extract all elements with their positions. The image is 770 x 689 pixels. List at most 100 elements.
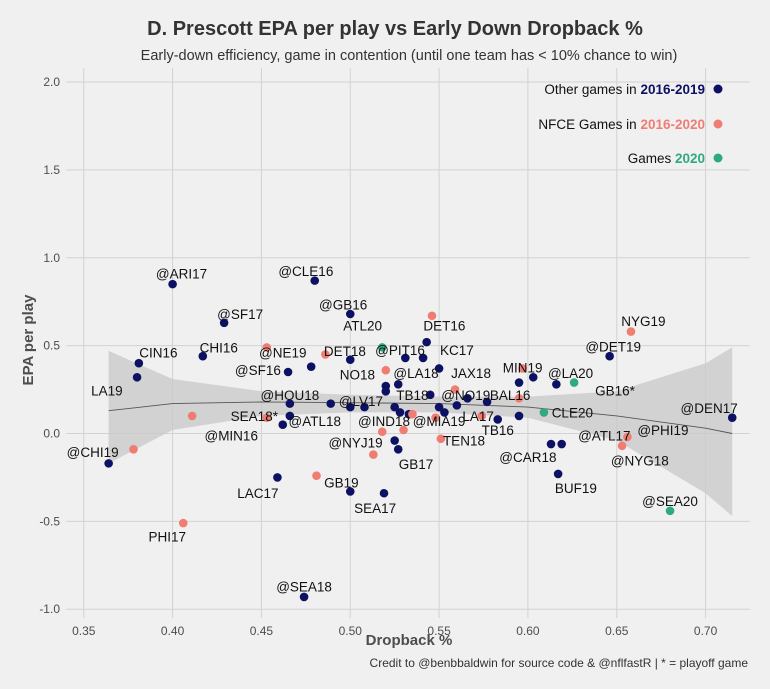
point-label: NO18 [340, 368, 375, 383]
data-point-other [278, 420, 288, 430]
data-point-nfce [377, 427, 387, 437]
point-label: @NYG18 [611, 454, 669, 469]
legend-entry-text: NFCE Games in [538, 117, 640, 132]
data-point-other [134, 358, 144, 368]
point-label: NYG19 [621, 314, 665, 329]
point-labels-layer: @CHI19 LA19 CIN16 @ARI17 CHI16 @SF17 LAC17 @SF1… [67, 264, 738, 594]
point-label: GB17 [399, 457, 434, 472]
data-point-other [393, 379, 403, 389]
data-point-other [306, 362, 316, 372]
chart-subtitle: Early-down efficiency, game in contentio… [141, 48, 678, 64]
y-tick-label: 2.0 [43, 75, 60, 89]
data-point-other [345, 309, 355, 319]
point-label: @NYJ19 [328, 435, 382, 450]
y-tick-label: 1.5 [43, 163, 60, 177]
point-label: CIN16 [139, 346, 177, 361]
data-point-nfce [450, 385, 460, 394]
data-point-other [418, 353, 428, 363]
y-axis-title: EPA per play [20, 294, 37, 386]
point-label: @CLE16 [278, 264, 333, 279]
legend-entry: Games 2020 [628, 151, 705, 166]
x-tick-label: 0.70 [694, 624, 718, 638]
point-label: @NE19 [259, 346, 306, 361]
data-point-games2020 [665, 506, 675, 516]
point-label: @DET19 [585, 340, 641, 355]
point-label: PHI17 [149, 529, 187, 544]
data-point-other [553, 469, 563, 479]
point-label: @LA20 [548, 366, 593, 381]
points-layer [104, 276, 737, 602]
point-label: LAC17 [237, 486, 278, 501]
data-point-other [727, 413, 737, 422]
x-axis-title: Dropback % [366, 632, 453, 649]
data-point-nfce [321, 350, 330, 359]
data-point-other [390, 402, 399, 412]
y-tick-label: 0.5 [43, 339, 60, 353]
data-point-other [528, 372, 538, 382]
data-point-other [393, 445, 403, 454]
data-point-other [285, 411, 295, 421]
legend-marker-games2020 [713, 153, 723, 163]
point-label: @SEA18 [276, 579, 332, 594]
data-point-games2020 [377, 343, 387, 352]
data-point-nfce [129, 445, 138, 454]
point-label: MIN19 [503, 361, 543, 376]
data-point-other [104, 459, 113, 468]
data-point-other [285, 399, 295, 408]
data-point-other [463, 394, 472, 403]
legend-entry-highlight: 2016-2019 [640, 82, 705, 97]
data-point-other [379, 488, 389, 498]
legend-entry-highlight: 2020 [675, 151, 705, 166]
data-point-nfce [408, 409, 417, 419]
legend-entry-text: Other games in [544, 82, 640, 97]
data-point-other [345, 402, 355, 412]
data-point-other [326, 399, 336, 408]
legend-entry: Other games in 2016-2019 [544, 82, 705, 97]
data-point-other [514, 378, 524, 387]
point-label: @PHI19 [637, 423, 688, 438]
data-point-nfce [514, 394, 524, 403]
point-label: CLE20 [552, 405, 593, 420]
point-label: @LA18 [393, 366, 438, 381]
data-point-other [557, 439, 566, 449]
point-label: @ARI17 [156, 267, 207, 282]
point-label: TEN18 [443, 434, 485, 449]
point-label: TB18 [396, 388, 428, 403]
point-label: @MIA19 [413, 414, 466, 429]
point-label: TB16 [482, 423, 514, 438]
point-label: KC17 [440, 343, 474, 358]
data-point-nfce [399, 425, 408, 435]
data-point-other [514, 411, 524, 421]
point-label: @SF16 [235, 363, 281, 378]
data-point-nfce [626, 327, 636, 336]
legend-entry-text: Games [628, 151, 675, 166]
data-point-other [198, 351, 208, 361]
data-point-nfce [431, 413, 440, 422]
data-point-other [360, 402, 369, 412]
data-point-other [422, 337, 431, 347]
point-label: @NO19 [441, 388, 490, 403]
data-point-other [452, 401, 462, 410]
point-label: @CAR18 [499, 450, 556, 465]
point-label: DET18 [324, 344, 366, 359]
x-tick-label: 0.45 [250, 624, 274, 638]
x-tick-label: 0.35 [72, 624, 96, 638]
x-tick-label: 0.50 [339, 624, 363, 638]
data-point-other [345, 355, 355, 364]
data-point-nfce [617, 441, 627, 451]
point-label: @SEA20 [642, 494, 698, 509]
point-label: BAL16 [490, 388, 531, 403]
data-point-games2020 [569, 378, 579, 387]
data-point-nfce [262, 343, 272, 352]
data-point-nfce [623, 432, 632, 442]
data-point-nfce [436, 434, 446, 444]
point-label: @IND18 [358, 414, 410, 429]
data-point-nfce [477, 411, 487, 421]
y-tick-label: 0.0 [43, 426, 60, 440]
point-label: GB19 [324, 476, 359, 491]
data-point-games2020 [539, 408, 549, 417]
x-tick-label: 0.65 [605, 624, 629, 638]
point-label: @MIN16 [204, 428, 257, 443]
y-tick-label: -1.0 [39, 602, 60, 616]
